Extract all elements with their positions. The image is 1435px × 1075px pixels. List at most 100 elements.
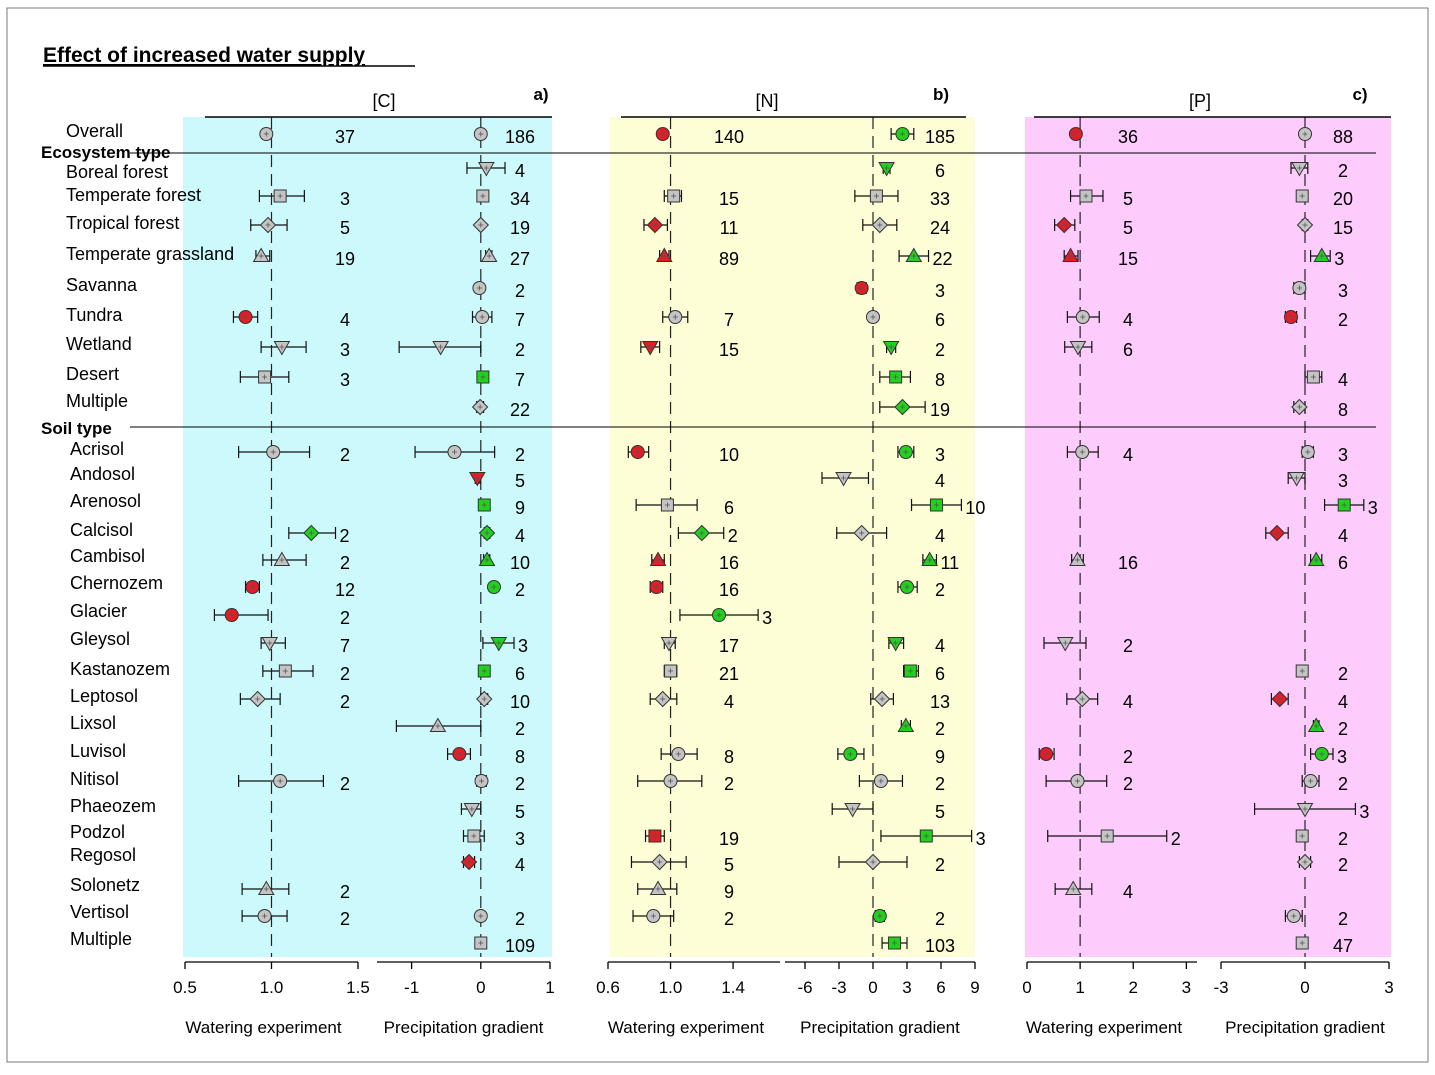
sample-size-label: 2 [340,608,350,628]
sample-size-label: 2 [340,445,350,465]
sample-size-label: 37 [335,127,355,147]
panel-title: [C] [372,91,395,111]
sample-size-label: 15 [719,189,739,209]
x-tick-label: -1 [404,978,419,997]
sample-size-label: 2 [935,855,945,875]
x-tick-label: 1 [545,978,554,997]
sample-size-label: 10 [719,445,739,465]
x-tick-label: 6 [936,978,945,997]
sample-size-label: 2 [935,909,945,929]
panel-letter: c) [1352,85,1367,104]
sample-size-label: 7 [515,310,525,330]
row-labels: Ecosystem type Soil type Overall Boreal for… [41,121,234,949]
row-label: Chernozem [70,573,163,593]
x-axis-label: Watering experiment [185,1018,341,1037]
row-label: Temperate forest [66,185,201,205]
panel-title: [N] [755,91,778,111]
sample-size-label: 2 [1338,774,1348,794]
x-tick-label: -3 [831,978,846,997]
sample-size-label: 7 [515,370,525,390]
sample-size-label: 3 [515,829,525,849]
sample-size-label: 5 [340,218,350,238]
x-tick-label: 1.5 [346,978,370,997]
sample-size-label: 33 [930,189,950,209]
row-label: Overall [66,121,123,141]
sample-size-label: 88 [1333,127,1353,147]
sample-size-label: 2 [935,774,945,794]
row-label: Acrisol [70,439,124,459]
sample-size-label: 4 [1123,445,1133,465]
sample-size-label: 22 [510,400,530,420]
sample-size-label: 3 [1338,471,1348,491]
sample-size-label: 9 [935,747,945,767]
sample-size-label: 17 [719,636,739,656]
sample-size-label: 11 [940,553,959,573]
sample-size-label: 7 [724,310,734,330]
sample-size-label: 2 [340,909,350,929]
sample-size-label: 3 [976,829,986,849]
sample-size-label: 2 [340,692,350,712]
row-label: Desert [66,364,119,384]
sample-size-label: 24 [930,218,950,238]
sample-size-label: 2 [340,664,350,684]
sample-size-label: 6 [935,310,945,330]
row-label: Kastanozem [70,659,170,679]
x-axis-label: Watering experiment [1026,1018,1182,1037]
row-label: Calcisol [70,520,133,540]
sample-size-label: 3 [340,189,350,209]
sample-size-label: 16 [1118,553,1138,573]
sample-size-label: 4 [935,636,945,656]
row-label: Podzol [70,822,125,842]
sample-size-label: 2 [935,719,945,739]
sample-size-label: 3 [1338,445,1348,465]
sample-size-label: 11 [720,218,739,238]
axes: [C] a) 0.5 1.0 1.5 Watering experiment -1 0 1 Pre… [173,85,1394,1037]
row-label: Tundra [66,305,123,325]
sample-size-label: 6 [515,664,525,684]
sample-size-label: 4 [1123,882,1133,902]
x-tick-label: 1.0 [260,978,284,997]
sample-size-label: 4 [1338,526,1348,546]
sample-size-label: 3 [1359,802,1369,822]
row-label: Gleysol [70,629,130,649]
sample-size-label: 3 [1338,281,1348,301]
sample-size-label: 5 [1123,218,1133,238]
sample-size-label: 9 [724,882,734,902]
sample-size-label: 4 [1338,370,1348,390]
row-label: Savanna [66,275,138,295]
sample-size-label: 2 [935,580,945,600]
row-label: Tropical forest [66,213,179,233]
sample-size-label: 4 [515,526,525,546]
sample-size-label: 2 [724,909,734,929]
row-label: Glacier [70,601,127,621]
sample-size-label: 6 [1123,340,1133,360]
sample-size-label: 3 [935,281,945,301]
sample-size-label: 185 [925,127,955,147]
sample-size-label: 2 [515,719,525,739]
sample-size-label: 2 [728,526,738,546]
sample-size-label: 2 [340,882,350,902]
panel-letter: b) [933,85,949,104]
sample-size-label: 19 [510,218,530,238]
row-label: Luvisol [70,741,126,761]
sample-size-label: 2 [1338,909,1348,929]
sample-size-label: 6 [1338,553,1348,573]
row-label: Multiple [66,391,128,411]
sample-size-label: 15 [1118,249,1138,269]
sample-size-label: 6 [935,664,945,684]
row-label: Cambisol [70,546,145,566]
panel-title: [P] [1189,91,1211,111]
sample-size-label: 16 [719,580,739,600]
sample-size-label: 2 [1123,636,1133,656]
sample-size-label: 103 [925,936,955,956]
x-tick-label: 9 [970,978,979,997]
sample-size-label: 2 [1338,719,1348,739]
sample-size-label: 3 [762,608,772,628]
row-label: Solonetz [70,875,140,895]
sample-size-label: 3 [1368,498,1378,518]
sample-size-label: 8 [1338,400,1348,420]
sample-size-label: 3 [340,340,350,360]
x-tick-label: 3 [1182,978,1191,997]
